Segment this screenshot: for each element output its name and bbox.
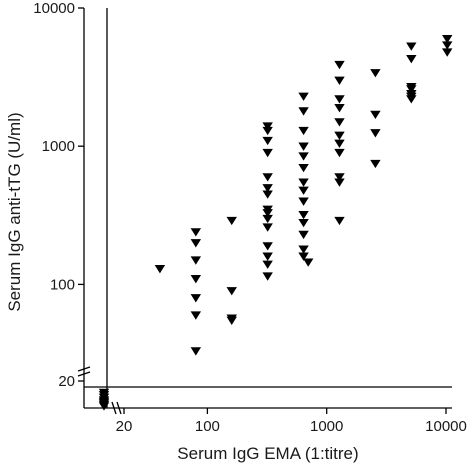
data-point <box>262 209 273 218</box>
data-point <box>334 60 345 70</box>
data-point <box>406 55 417 64</box>
data-point <box>190 228 202 237</box>
data-point <box>298 245 309 254</box>
data-point <box>190 311 202 320</box>
data-point <box>442 35 453 44</box>
data-point <box>262 126 273 136</box>
x-tick-label: 100 <box>195 418 220 435</box>
y-tick-label: 20 <box>58 373 75 390</box>
data-point <box>226 216 237 226</box>
data-point <box>442 41 453 50</box>
data-point <box>298 178 309 187</box>
data-points <box>98 35 453 411</box>
data-point <box>262 122 273 131</box>
data-point <box>262 173 273 182</box>
data-point <box>298 163 309 173</box>
data-point <box>262 190 273 199</box>
data-point <box>298 126 309 136</box>
data-point <box>262 214 273 224</box>
data-point <box>190 239 202 248</box>
data-point <box>154 265 166 274</box>
axes <box>77 8 452 415</box>
y-tick-label: 10000 <box>33 0 75 17</box>
data-point <box>190 275 202 284</box>
data-point <box>303 258 314 267</box>
data-point <box>262 252 273 261</box>
data-point <box>370 159 381 169</box>
data-point <box>370 110 381 120</box>
y-tick-label: 1000 <box>42 138 75 155</box>
data-point <box>98 402 110 411</box>
y-tick-label: 100 <box>50 276 75 293</box>
data-point <box>298 92 309 101</box>
data-point <box>226 316 237 325</box>
x-tick-label: 10000 <box>425 418 467 435</box>
data-point <box>262 148 273 158</box>
data-point <box>370 69 381 78</box>
y-axis-break-mark <box>77 366 91 377</box>
data-point <box>262 223 273 232</box>
data-point <box>334 76 345 85</box>
data-point <box>190 294 202 303</box>
data-point <box>334 95 345 104</box>
data-point <box>334 139 345 148</box>
data-point <box>334 148 345 158</box>
data-point <box>298 107 309 116</box>
x-axis-title: Serum IgG EMA (1:titre) <box>177 444 358 463</box>
data-point <box>298 210 309 220</box>
data-point <box>190 347 202 356</box>
data-point <box>226 287 237 296</box>
data-point <box>298 186 309 195</box>
data-point <box>298 230 309 240</box>
x-axis-break-mark <box>111 401 122 415</box>
data-point <box>262 272 273 281</box>
data-point <box>442 48 453 57</box>
data-point <box>406 42 417 51</box>
data-point <box>334 104 345 113</box>
data-point <box>406 85 417 94</box>
ticks: 20 100 1000 10000 20 100 1000 10000 <box>33 0 467 435</box>
x-tick-label: 20 <box>116 418 133 435</box>
y-axis-title: Serum IgG anti-tTG (U/ml) <box>5 112 24 311</box>
data-point <box>370 129 381 138</box>
data-point <box>262 184 273 193</box>
data-point <box>406 95 417 104</box>
data-point <box>334 173 345 182</box>
data-point <box>298 142 309 151</box>
data-point <box>262 260 273 269</box>
data-point <box>262 136 273 146</box>
data-point <box>298 252 309 261</box>
data-point <box>262 242 273 251</box>
data-point <box>298 152 309 161</box>
data-point <box>334 178 345 187</box>
data-point <box>334 216 345 226</box>
data-point <box>334 118 345 127</box>
x-tick-label: 1000 <box>310 418 343 435</box>
data-point <box>298 197 309 206</box>
data-point <box>298 218 309 228</box>
data-point <box>334 131 345 140</box>
data-point <box>190 256 202 265</box>
